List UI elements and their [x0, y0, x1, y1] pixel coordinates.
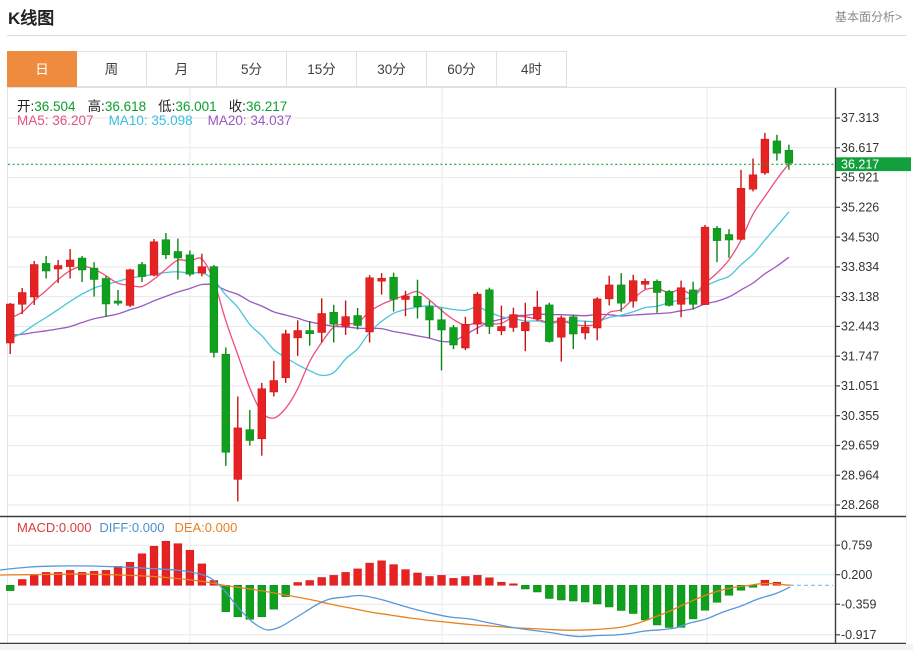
svg-text:0.759: 0.759	[841, 538, 872, 552]
svg-text:36.217: 36.217	[841, 158, 879, 172]
svg-text:-0.917: -0.917	[841, 628, 876, 642]
svg-text:33.834: 33.834	[841, 260, 879, 274]
svg-text:29.659: 29.659	[841, 439, 879, 453]
svg-text:28.268: 28.268	[841, 498, 879, 512]
svg-text:37.313: 37.313	[841, 111, 879, 125]
svg-text:32.443: 32.443	[841, 320, 879, 334]
svg-text:28.964: 28.964	[841, 468, 879, 482]
svg-text:35.921: 35.921	[841, 171, 879, 185]
svg-text:31.747: 31.747	[841, 349, 879, 363]
svg-text:-0.359: -0.359	[841, 597, 876, 611]
svg-text:33.138: 33.138	[841, 290, 879, 304]
svg-text:34.530: 34.530	[841, 230, 879, 244]
svg-text:31.051: 31.051	[841, 379, 879, 393]
svg-text:35.226: 35.226	[841, 201, 879, 215]
svg-text:0.200: 0.200	[841, 568, 872, 582]
svg-text:30.355: 30.355	[841, 409, 879, 423]
svg-text:36.617: 36.617	[841, 141, 879, 155]
